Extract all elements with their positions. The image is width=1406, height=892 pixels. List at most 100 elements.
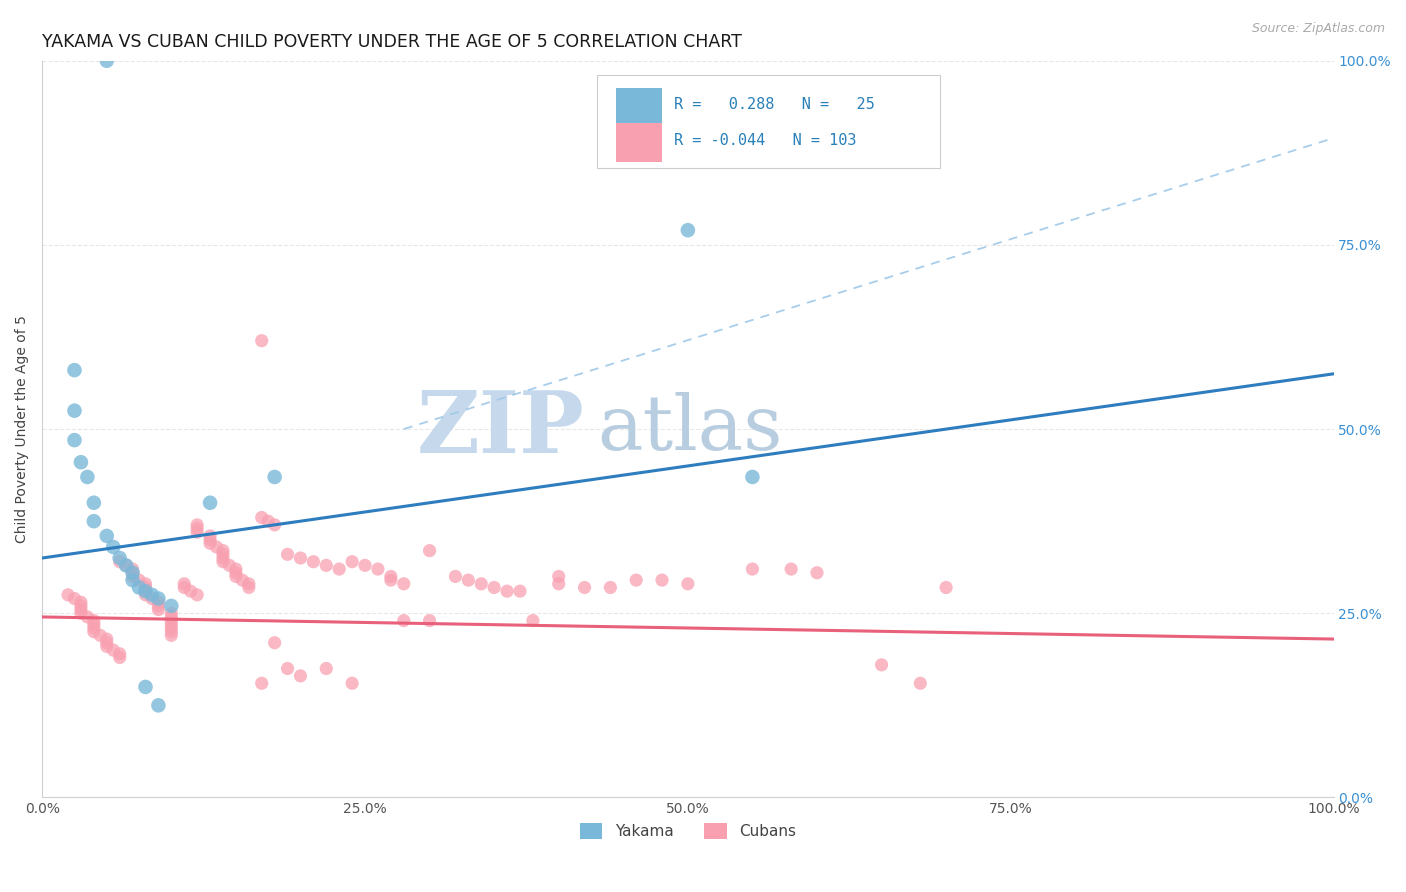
Point <box>63 403 86 417</box>
Point <box>340 676 363 690</box>
Point <box>160 610 183 624</box>
Point <box>250 334 273 348</box>
Point <box>522 614 544 628</box>
Point <box>70 607 93 621</box>
Point <box>741 562 763 576</box>
Text: YAKAMA VS CUBAN CHILD POVERTY UNDER THE AGE OF 5 CORRELATION CHART: YAKAMA VS CUBAN CHILD POVERTY UNDER THE … <box>42 33 742 51</box>
Point <box>419 614 441 628</box>
Point <box>651 573 673 587</box>
Point <box>238 576 260 591</box>
Point <box>186 588 208 602</box>
Point <box>121 573 143 587</box>
Point <box>186 525 208 540</box>
Point <box>160 614 183 628</box>
Point <box>419 543 441 558</box>
Text: atlas: atlas <box>598 392 783 467</box>
Point <box>198 533 221 547</box>
Point <box>115 558 138 573</box>
Point <box>741 470 763 484</box>
Point <box>263 636 285 650</box>
Point <box>134 576 156 591</box>
Point <box>134 581 156 595</box>
Point <box>547 569 569 583</box>
Y-axis label: Child Poverty Under the Age of 5: Child Poverty Under the Age of 5 <box>15 315 30 543</box>
Point <box>250 676 273 690</box>
Text: ZIP: ZIP <box>416 387 585 471</box>
FancyBboxPatch shape <box>616 87 662 126</box>
Point <box>328 562 350 576</box>
Point <box>238 581 260 595</box>
Point <box>509 584 531 599</box>
Point <box>141 591 163 606</box>
Point <box>676 576 699 591</box>
Point <box>599 581 621 595</box>
Point <box>186 522 208 536</box>
Point <box>134 584 156 599</box>
Point <box>180 584 202 599</box>
Point <box>121 562 143 576</box>
Point <box>83 624 105 639</box>
Point <box>83 621 105 635</box>
Point <box>76 610 98 624</box>
Point <box>141 588 163 602</box>
Point <box>354 558 377 573</box>
Point <box>806 566 828 580</box>
Point <box>263 517 285 532</box>
Point <box>225 562 247 576</box>
Point <box>128 573 150 587</box>
Point <box>225 566 247 580</box>
Point <box>70 599 93 613</box>
Point <box>392 614 415 628</box>
FancyBboxPatch shape <box>598 76 939 168</box>
Point <box>83 514 105 528</box>
Point <box>257 514 280 528</box>
Point <box>108 555 131 569</box>
Point <box>160 624 183 639</box>
Point <box>380 569 402 583</box>
Point <box>870 657 893 672</box>
Point <box>218 558 240 573</box>
Point <box>134 680 156 694</box>
Point <box>198 536 221 550</box>
Point <box>496 584 519 599</box>
Point <box>70 595 93 609</box>
Point <box>128 581 150 595</box>
Point <box>115 558 138 573</box>
Point <box>108 647 131 661</box>
Point <box>780 562 803 576</box>
Text: R =   0.288   N =   25: R = 0.288 N = 25 <box>673 97 875 112</box>
Point <box>70 455 93 469</box>
Point <box>212 543 235 558</box>
Point <box>148 591 170 606</box>
Point <box>676 223 699 237</box>
Point <box>367 562 389 576</box>
Point <box>225 569 247 583</box>
Text: Source: ZipAtlas.com: Source: ZipAtlas.com <box>1251 22 1385 36</box>
Point <box>134 584 156 599</box>
Point <box>121 566 143 580</box>
Point <box>212 547 235 561</box>
Point <box>63 591 86 606</box>
Point <box>96 529 118 543</box>
Point <box>160 628 183 642</box>
Point <box>910 676 932 690</box>
Point <box>160 599 183 613</box>
Point <box>83 614 105 628</box>
Point <box>103 540 125 554</box>
Point <box>148 602 170 616</box>
Point <box>277 661 299 675</box>
Point <box>470 576 492 591</box>
Point <box>148 595 170 609</box>
Point <box>624 573 647 587</box>
Point <box>96 640 118 654</box>
Point <box>198 496 221 510</box>
Point <box>70 602 93 616</box>
Point <box>63 363 86 377</box>
Point <box>290 669 312 683</box>
Point <box>96 54 118 68</box>
Point <box>108 650 131 665</box>
Point <box>392 576 415 591</box>
Point <box>83 496 105 510</box>
Point <box>160 617 183 632</box>
Point <box>96 632 118 646</box>
